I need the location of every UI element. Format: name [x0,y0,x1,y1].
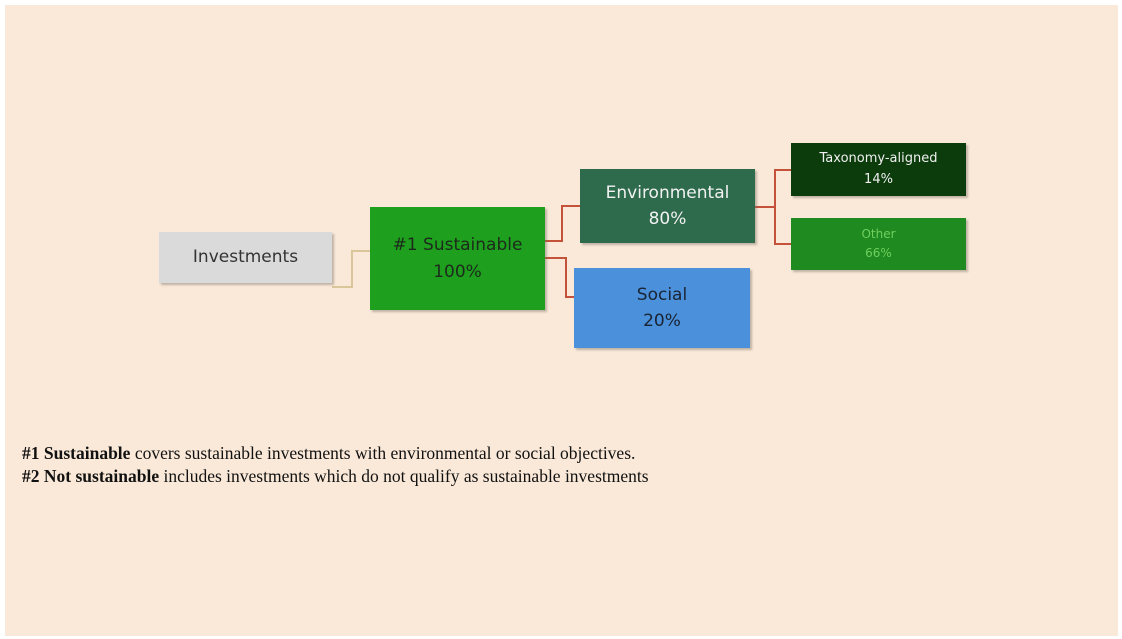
node-environmental: Environmental 80% [580,169,755,243]
node-value: 14% [864,171,893,187]
node-label: Taxonomy-aligned [819,151,938,167]
connector [755,169,791,208]
connector [774,207,791,245]
node-value: 100% [433,261,482,282]
panel [5,5,1118,636]
node-social: Social 20% [574,268,750,348]
node-label: Social [636,284,688,305]
note-text: covers sustainable investments with envi… [134,443,636,463]
node-other: Other 66% [791,218,966,270]
note: #1 Sustainable covers sustainable invest… [22,442,649,465]
node-label: #1 Sustainable [392,235,523,256]
connector [332,250,370,288]
note: #2 Not sustainable includes investments … [22,465,649,488]
node-taxonomy: Taxonomy-aligned 14% [791,143,966,196]
node-investments: Investments [159,232,332,283]
node-label: Other [861,227,896,242]
connector [545,257,574,298]
node-value: 80% [648,209,687,229]
node-value: 20% [643,311,681,331]
notes: #1 Sustainable covers sustainable invest… [22,442,649,488]
note-term: #2 Not sustainable [22,466,160,486]
node-label: Investments [192,247,299,268]
node-sustainable: #1 Sustainable 100% [370,207,545,310]
node-value: 66% [865,246,892,260]
connector [545,205,580,242]
note-text: includes investments which do not qualif… [163,466,649,486]
note-term: #1 Sustainable [22,443,131,463]
node-label: Environmental [605,182,730,203]
